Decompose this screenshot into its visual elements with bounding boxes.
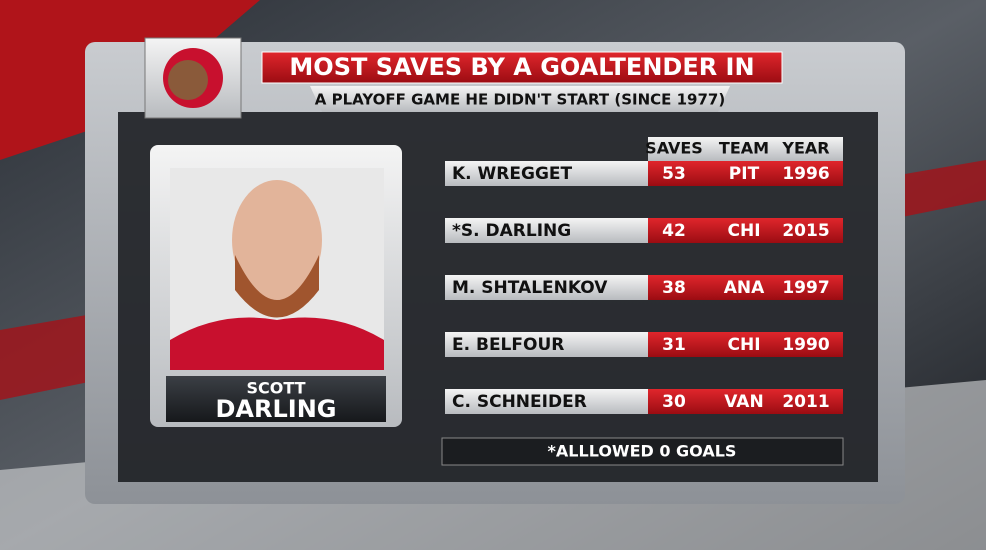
name-plate xyxy=(166,376,386,422)
stat-cell: CHI xyxy=(727,221,760,241)
footnote-box xyxy=(441,437,844,466)
row-name-cell xyxy=(445,389,648,414)
last-name: DARLING xyxy=(216,395,337,423)
row-name-cell xyxy=(445,332,648,357)
title-bar xyxy=(261,51,783,84)
stat-cell: 1996 xyxy=(782,164,829,184)
first-name: SCOTT xyxy=(246,379,305,398)
goalie-name: K. WREGGET xyxy=(452,164,573,184)
row-stat-cell xyxy=(648,161,843,186)
stat-cell: 1997 xyxy=(782,278,829,298)
stat-cell: 38 xyxy=(662,278,686,298)
header-bar xyxy=(648,137,843,161)
stat-cell: ANA xyxy=(724,278,765,298)
stat-cell: 2015 xyxy=(782,221,829,241)
stat-cell: PIT xyxy=(729,164,760,184)
title: MOST SAVES BY A GOALTENDER IN xyxy=(289,53,754,81)
stat-cell: 53 xyxy=(662,164,686,184)
stat-cell: 1990 xyxy=(782,335,829,355)
stat-cell: 2011 xyxy=(782,392,829,412)
row-name-cell xyxy=(445,161,648,186)
row-stat-cell xyxy=(648,389,843,414)
column-header: SAVES xyxy=(645,139,703,158)
stat-cell: 42 xyxy=(662,221,686,241)
stat-cell: VAN xyxy=(724,392,763,412)
photo-face xyxy=(232,180,322,300)
goalie-name: M. SHTALENKOV xyxy=(452,278,608,298)
goalie-name: *S. DARLING xyxy=(452,221,571,241)
photo-beard xyxy=(235,255,319,318)
stat-cell: 30 xyxy=(662,392,686,412)
row-stat-cell xyxy=(648,275,843,300)
column-header: YEAR xyxy=(781,139,829,158)
row-name-cell xyxy=(445,275,648,300)
row-stat-cell xyxy=(648,332,843,357)
subtitle-bar xyxy=(310,86,730,112)
row-name-cell xyxy=(445,218,648,243)
footnote: *ALLLOWED 0 GOALS xyxy=(548,442,737,461)
logo xyxy=(168,60,208,100)
photo-jersey xyxy=(170,317,384,370)
goalie-name: C. SCHNEIDER xyxy=(452,392,587,412)
stat-cell: 31 xyxy=(662,335,686,355)
subtitle: A PLAYOFF GAME HE DIDN'T START (SINCE 19… xyxy=(315,91,725,109)
stat-cell: CHI xyxy=(727,335,760,355)
goalie-name: E. BELFOUR xyxy=(452,335,564,355)
column-header: TEAM xyxy=(719,139,769,158)
row-stat-cell xyxy=(648,218,843,243)
